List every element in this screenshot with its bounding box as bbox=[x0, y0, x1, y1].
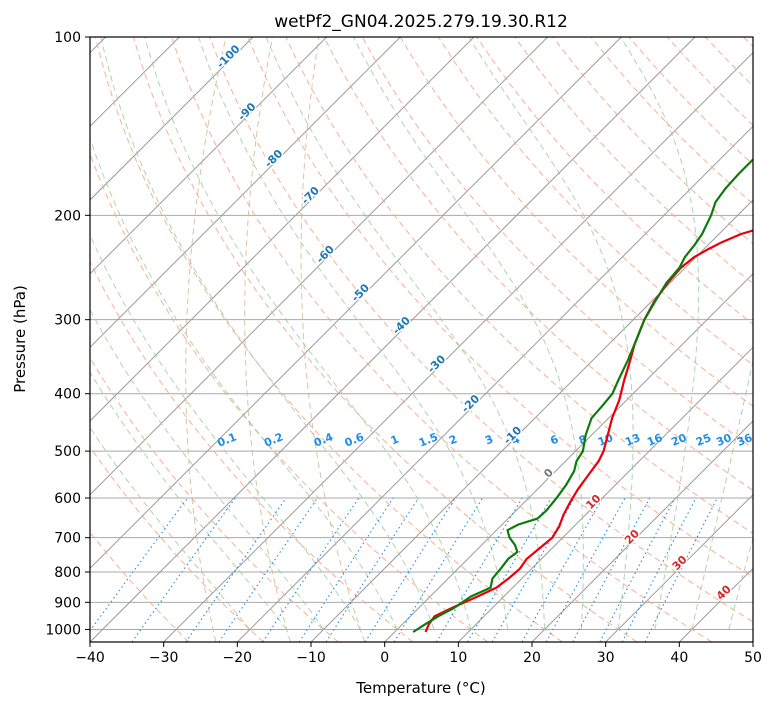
isotherm-line bbox=[457, 346, 753, 642]
dry-adiabat-line bbox=[90, 445, 264, 642]
isotherm-grid bbox=[90, 37, 753, 642]
x-tick-label: 50 bbox=[744, 650, 762, 666]
mixing-ratio-line bbox=[90, 497, 189, 632]
y-tick-label: 700 bbox=[54, 531, 81, 547]
moist-adiabat-line bbox=[90, 233, 361, 630]
isotherm-line bbox=[90, 37, 622, 570]
x-tick-label: −10 bbox=[296, 650, 326, 666]
moist-adiabat-line bbox=[90, 308, 324, 630]
moist-adiabat-line bbox=[244, 37, 291, 642]
isotherm-line bbox=[236, 125, 753, 642]
x-axis-label: Temperature (°C) bbox=[355, 679, 485, 697]
moist-adiabat-line bbox=[468, 37, 634, 630]
x-tick-label: −20 bbox=[223, 650, 253, 666]
x-tick-label: −40 bbox=[75, 650, 105, 666]
profiles bbox=[412, 157, 753, 633]
mixing-ratio-line bbox=[298, 497, 394, 642]
mixing-ratio-label: 3 bbox=[483, 433, 495, 448]
dry-adiabat-line bbox=[285, 37, 753, 535]
x-tick-label: 20 bbox=[523, 650, 541, 666]
isotherm-line bbox=[531, 420, 753, 642]
mixing-ratio-label: 8 bbox=[577, 433, 589, 448]
mixing-ratio-label: 13 bbox=[623, 431, 642, 449]
y-tick-label: 500 bbox=[54, 444, 81, 460]
dry-adiabat-line bbox=[476, 37, 753, 325]
moist-adiabats bbox=[90, 37, 753, 642]
mixing-ratio-label: 25 bbox=[694, 431, 713, 449]
dry-adiabats bbox=[90, 37, 753, 642]
plot-frame bbox=[89, 36, 754, 643]
moist-adiabat-line bbox=[300, 37, 366, 642]
dry-adiabat-line bbox=[514, 37, 753, 285]
isotherm-line bbox=[90, 37, 401, 349]
moist-adiabat-line bbox=[265, 37, 546, 630]
moist-adiabat-line bbox=[90, 426, 251, 630]
y-tick-label: 100 bbox=[54, 30, 81, 46]
isotherm-line bbox=[90, 37, 696, 642]
mixing-ratio-label: 1 bbox=[389, 433, 401, 448]
mixing-ratio-line bbox=[393, 497, 483, 642]
mixing-ratio-line bbox=[262, 497, 360, 642]
moist-adiabat-line bbox=[185, 37, 227, 642]
x-tick-label: 10 bbox=[449, 650, 467, 666]
isotherm-line bbox=[90, 37, 254, 201]
mixing-ratio-line bbox=[218, 497, 318, 642]
moist-adiabat-line bbox=[353, 37, 584, 630]
x-tick-label: −30 bbox=[149, 650, 179, 666]
moist-adiabat-line bbox=[144, 37, 472, 630]
dry-adiabat-line bbox=[94, 37, 563, 642]
chart-title: wetPf2_GN04.2025.279.19.30.R12 bbox=[274, 12, 568, 32]
dry-adiabat-line bbox=[323, 37, 753, 492]
y-axis: 100 200 300 400 500 600 700 800 900 1000 bbox=[45, 30, 90, 638]
isotherm-line bbox=[384, 272, 753, 642]
mixing-ratio-label: 20 bbox=[669, 431, 688, 449]
x-tick-label: 0 bbox=[380, 650, 389, 666]
moist-adiabat-line bbox=[728, 536, 753, 630]
isotherm-line bbox=[90, 37, 549, 496]
moist-adiabat-line bbox=[90, 136, 398, 630]
dry-adiabat-line bbox=[247, 37, 753, 578]
mixing-ratio-label: 36 bbox=[735, 431, 754, 449]
isotherm-line bbox=[90, 37, 475, 422]
dry-adiabat-line bbox=[90, 260, 414, 642]
y-tick-label: 400 bbox=[54, 387, 81, 403]
dry-adiabat-line bbox=[170, 37, 712, 642]
mixing-ratio-line bbox=[644, 497, 718, 642]
y-tick-label: 900 bbox=[54, 595, 81, 611]
mixing-ratio-line bbox=[364, 497, 456, 642]
moist-adiabat-line bbox=[90, 371, 288, 630]
mixing-ratio-line bbox=[467, 497, 552, 642]
mixing-ratio-label: 2 bbox=[447, 433, 459, 448]
temperature-profile bbox=[424, 229, 753, 633]
y-tick-label: 200 bbox=[54, 208, 81, 224]
isotherm-line bbox=[90, 37, 328, 275]
mixing-ratio-line bbox=[185, 497, 287, 642]
y-tick-label: 1000 bbox=[45, 622, 81, 638]
dry-adiabat-line bbox=[132, 37, 638, 642]
isobar-grid bbox=[90, 37, 753, 630]
dewpoint-profile bbox=[412, 157, 753, 633]
mixing-ratio-label: 16 bbox=[645, 431, 664, 449]
mixing-ratio-line bbox=[131, 497, 236, 642]
x-tick-label: 30 bbox=[597, 650, 615, 666]
mixing-ratio-line bbox=[325, 497, 419, 642]
y-tick-label: 600 bbox=[54, 491, 81, 507]
y-axis-label: Pressure (hPa) bbox=[11, 285, 29, 393]
x-tick-label: 40 bbox=[670, 650, 688, 666]
y-tick-label: 300 bbox=[54, 313, 81, 329]
isotherm-line bbox=[605, 493, 753, 642]
moist-adiabat-line bbox=[198, 37, 509, 630]
isotherm-line bbox=[163, 51, 753, 642]
moist-adiabat-line bbox=[100, 37, 435, 630]
moist-adiabat-line bbox=[620, 37, 700, 630]
moist-adiabat-line bbox=[691, 358, 753, 630]
y-tick-label: 800 bbox=[54, 565, 81, 581]
x-axis: −40 −30 −20 −10 0 10 20 30 40 50 bbox=[75, 642, 762, 666]
mixing-ratio-label: 30 bbox=[714, 431, 733, 449]
dry-adiabat-line bbox=[209, 37, 753, 623]
